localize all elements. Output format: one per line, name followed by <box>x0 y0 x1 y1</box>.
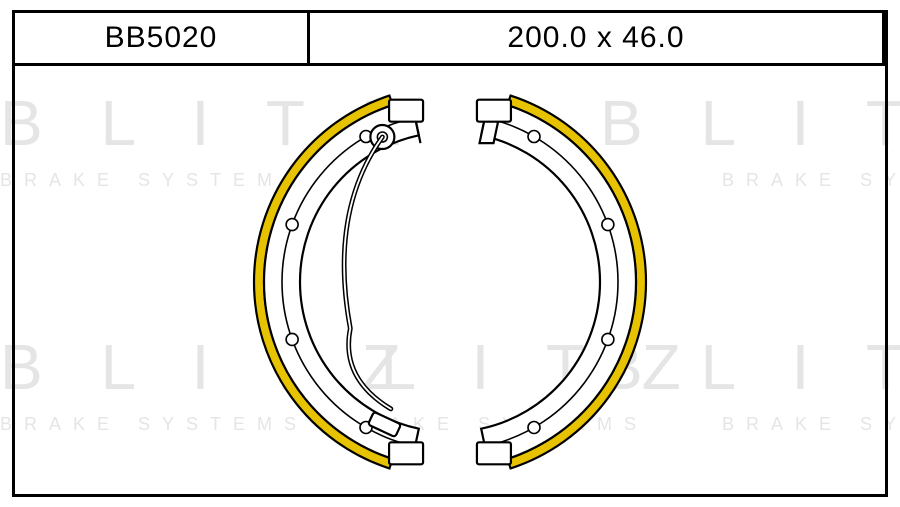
brake-shoe-diagram <box>0 0 900 507</box>
